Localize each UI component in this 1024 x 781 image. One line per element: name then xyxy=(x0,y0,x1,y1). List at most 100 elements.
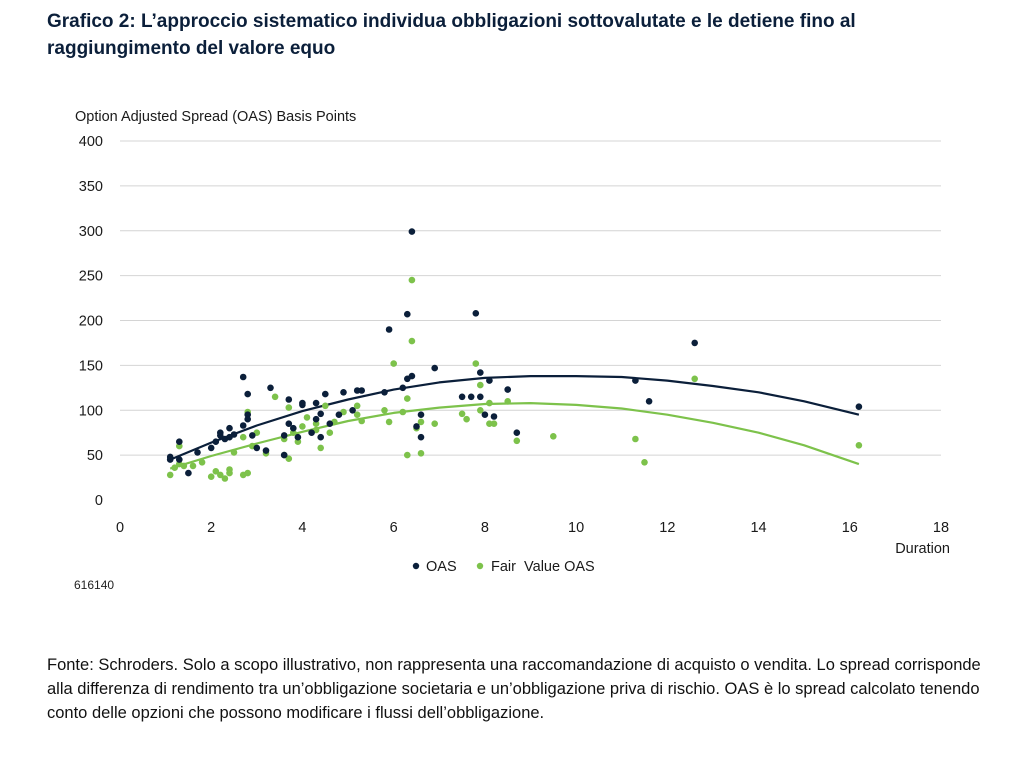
oas-point xyxy=(185,469,192,477)
oas-point xyxy=(176,456,183,463)
oas-point xyxy=(481,411,489,419)
oas-point xyxy=(166,453,174,461)
oas-point xyxy=(385,326,393,333)
fair-value-point xyxy=(317,444,325,452)
fair-value-point xyxy=(486,399,493,407)
oas-point xyxy=(322,390,329,398)
y-tick-label: 50 xyxy=(87,448,103,464)
fair-value-point xyxy=(353,411,361,419)
fair-value-point xyxy=(417,450,425,457)
fair-value-point xyxy=(381,407,388,414)
x-tick-label: 14 xyxy=(750,520,766,536)
oas-point xyxy=(290,424,297,432)
oas-point xyxy=(477,369,484,376)
oas-point xyxy=(458,393,466,401)
fair-value-point xyxy=(513,437,521,445)
oas-point xyxy=(207,444,215,452)
scatter-chart: 0 50 100 150 200 250 300 350 400 0 2 4 6 8 10 12 14 16 18… xyxy=(75,109,950,575)
fair-value-point xyxy=(458,410,466,418)
oas-point xyxy=(490,413,498,420)
x-tick-label: 8 xyxy=(481,520,489,536)
oas-point xyxy=(267,384,274,392)
fair-value-point xyxy=(390,360,398,367)
oas-point xyxy=(312,399,320,407)
fair-value-point xyxy=(477,381,484,389)
x-tick-label: 16 xyxy=(842,520,858,536)
oas-point xyxy=(176,438,183,446)
fair-value-point xyxy=(198,459,206,466)
data-points xyxy=(166,228,863,482)
oas-point xyxy=(855,403,863,411)
fair-value-point xyxy=(244,469,251,477)
fair-value-point xyxy=(385,418,393,426)
fair-value-point xyxy=(226,466,233,473)
fair-value-point xyxy=(326,429,334,437)
y-axis-ticks: 0 50 100 150 200 250 300 350 400 xyxy=(79,134,103,509)
oas-point xyxy=(249,432,256,439)
fair-value-point xyxy=(207,473,215,481)
fair-value-point xyxy=(431,420,439,428)
oas-point xyxy=(239,422,247,429)
legend-marker-oas xyxy=(412,562,420,570)
fair-value-trend-line xyxy=(169,402,860,470)
oas-point xyxy=(317,410,325,418)
oas-point xyxy=(335,411,343,419)
y-tick-label: 400 xyxy=(79,134,103,150)
legend: OAS Fair Value OAS xyxy=(412,559,595,575)
fair-value-point xyxy=(632,435,639,443)
oas-point xyxy=(194,449,201,456)
oas-point xyxy=(226,424,233,432)
x-tick-label: 4 xyxy=(298,520,306,536)
oas-point xyxy=(645,398,653,405)
oas-point xyxy=(326,420,334,428)
y-tick-label: 250 xyxy=(79,269,103,285)
fair-value-point xyxy=(404,451,411,459)
oas-point xyxy=(253,444,261,452)
y-tick-label: 300 xyxy=(79,224,103,240)
oas-point xyxy=(294,433,302,441)
oas-point xyxy=(467,393,475,401)
fair-value-point xyxy=(189,462,197,470)
fair-value-point xyxy=(221,475,229,482)
oas-point xyxy=(381,389,388,396)
oas-point xyxy=(280,451,288,459)
oas-point xyxy=(486,377,493,384)
footnote: Fonte: Schroders. Solo a scopo illustrat… xyxy=(47,656,981,722)
fair-value-point xyxy=(855,442,863,449)
oas-point xyxy=(212,438,220,446)
fair-value-point xyxy=(408,276,416,284)
fair-value-point xyxy=(299,423,306,430)
fair-value-point xyxy=(180,462,188,470)
x-tick-label: 6 xyxy=(390,520,398,536)
oas-point xyxy=(285,420,293,428)
oas-point xyxy=(691,339,698,347)
oas-point xyxy=(413,423,420,430)
oas-trend-line xyxy=(169,375,860,461)
fair-value-point xyxy=(404,395,411,402)
fair-value-point xyxy=(358,417,366,425)
legend-marker-fair-value-oas xyxy=(476,562,484,570)
oas-point xyxy=(285,396,293,403)
oas-point xyxy=(340,389,347,396)
fair-value-point xyxy=(271,393,279,401)
fair-value-point xyxy=(477,407,484,414)
gridlines xyxy=(120,140,941,456)
fair-value-point xyxy=(166,471,174,479)
oas-point xyxy=(408,228,416,235)
oas-point xyxy=(472,310,480,317)
fair-value-point xyxy=(285,455,293,463)
oas-point xyxy=(358,387,366,394)
fair-value-point xyxy=(217,471,224,479)
x-tick-label: 2 xyxy=(207,520,215,536)
source-code: 616140 xyxy=(74,578,115,592)
oas-point xyxy=(417,411,425,419)
oas-point xyxy=(308,429,315,437)
y-tick-label: 200 xyxy=(79,314,103,330)
oas-point xyxy=(349,407,356,414)
oas-point xyxy=(513,429,521,437)
fair-value-point xyxy=(504,398,512,405)
oas-point xyxy=(431,364,439,372)
fair-value-point xyxy=(322,402,329,410)
oas-point xyxy=(262,447,270,454)
oas-point xyxy=(404,310,411,318)
